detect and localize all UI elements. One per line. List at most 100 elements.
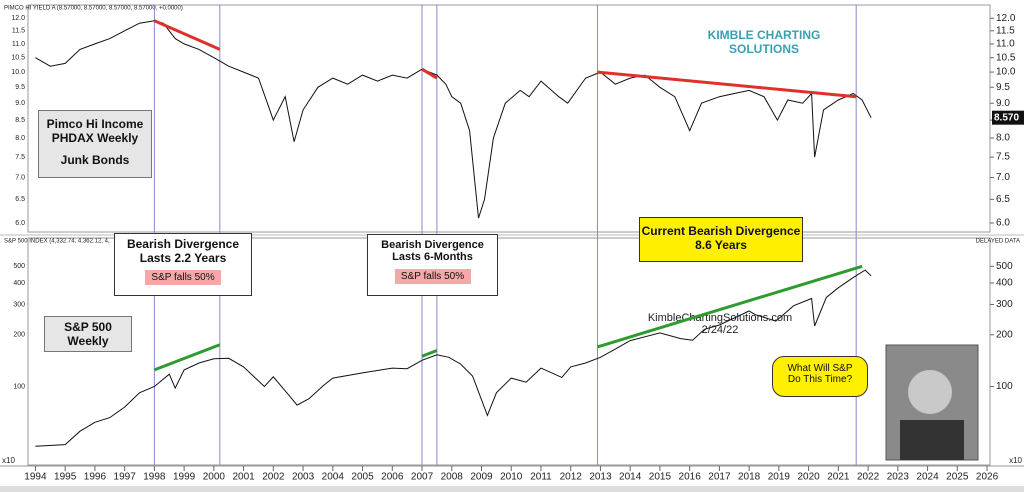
x-tick-label: 2016 — [679, 472, 702, 483]
y-tick-label: 10.0 — [996, 67, 1016, 78]
x-tick-label: 2004 — [322, 472, 345, 483]
x-tick-label: 2020 — [797, 472, 820, 483]
y-tick-label: 200 — [996, 329, 1013, 340]
y-tick-label: 7.0 — [996, 172, 1010, 183]
box-text: What Will S&P — [787, 363, 853, 374]
x-tick-label: 2010 — [500, 472, 523, 483]
trend-line — [597, 264, 863, 349]
scale-note: x10 — [2, 456, 15, 465]
x-tick-label: 2013 — [589, 472, 612, 483]
x-tick-label: 1996 — [84, 472, 107, 483]
y-tick-label: 10.5 — [996, 52, 1016, 63]
trend-line — [421, 67, 438, 80]
y-tick-label: 7.5 — [996, 152, 1010, 163]
y-tick-label: 11.5 — [12, 28, 25, 35]
box-text: Junk Bonds — [60, 153, 130, 167]
label-box: Pimco Hi Income PHDAX Weekly Junk Bonds — [38, 110, 152, 178]
watermark: 2/24/22 — [702, 324, 739, 336]
y-tick-label: 9.0 — [15, 100, 25, 107]
x-tick-label: 2007 — [411, 472, 434, 483]
box-text: Lasts 2.2 Years — [139, 251, 227, 265]
x-tick-label: 2014 — [619, 472, 642, 483]
y-tick-label: 8.0 — [996, 133, 1010, 144]
price-line — [35, 269, 872, 447]
y-tick-label: 9.5 — [996, 82, 1010, 93]
x-tick-label: 2012 — [560, 472, 583, 483]
y-tick-label: 6.0 — [15, 220, 25, 227]
badge: S&P falls 50% — [394, 269, 471, 284]
x-tick-label: 2022 — [857, 472, 880, 483]
x-tick-label: 1995 — [54, 472, 77, 483]
annotation-box: Bearish Divergence Lasts 2.2 Years S&P f… — [114, 233, 252, 296]
x-tick-label: 2001 — [232, 472, 255, 483]
y-tick-label: 12.0 — [11, 15, 25, 22]
x-tick-label: 1999 — [173, 472, 196, 483]
y-tick-label: 7.5 — [15, 154, 25, 161]
price-line — [35, 20, 872, 219]
y-tick-label: 6.5 — [996, 194, 1010, 205]
box-text: Bearish Divergence — [381, 239, 484, 251]
y-tick-label: 400 — [13, 280, 25, 287]
y-tick-label: 500 — [996, 261, 1013, 272]
badge: S&P falls 50% — [145, 270, 221, 285]
photo-face — [908, 370, 952, 414]
y-tick-label: 10.5 — [11, 55, 25, 62]
x-tick-label: 2005 — [351, 472, 374, 483]
logo-text: KIMBLE CHARTING — [707, 28, 821, 42]
x-tick-label: 2003 — [292, 472, 315, 483]
box-text: S&P 500 — [64, 320, 112, 334]
y-tick-label: 7.0 — [15, 174, 25, 181]
y-tick-label: 12.0 — [996, 13, 1016, 24]
x-tick-label: 1998 — [143, 472, 166, 483]
annotation-box: Current Bearish Divergence 8.6 Years — [639, 217, 803, 262]
header: S&P 500 INDEX (4,332.74, 4,362.12, 4, — [4, 239, 110, 245]
trend-line — [421, 349, 438, 358]
photo-body — [900, 420, 964, 460]
x-tick-label: 2019 — [768, 472, 791, 483]
box-text: Bearish Divergence — [126, 237, 240, 251]
x-tick-label: 2017 — [708, 472, 731, 483]
y-tick-label: 400 — [996, 278, 1013, 289]
scale-note: x10 — [1009, 456, 1022, 465]
label-box: S&P 500 Weekly — [44, 316, 132, 352]
y-tick-label: 9.5 — [15, 84, 25, 91]
x-tick-label: 2021 — [827, 472, 850, 483]
x-tick-label: 2002 — [262, 472, 285, 483]
y-tick-label: 8.0 — [15, 135, 25, 142]
y-tick-label: 8.5 — [15, 117, 25, 124]
y-tick-label: 100 — [996, 381, 1013, 392]
x-tick-label: 1997 — [114, 472, 137, 483]
x-tick-label: 2018 — [738, 472, 761, 483]
y-tick-label: 200 — [13, 332, 25, 339]
y-tick-label: 300 — [996, 299, 1013, 310]
y-tick-label: 500 — [13, 263, 25, 270]
x-tick-label: 2026 — [976, 472, 999, 483]
status: DELAYED DATA — [976, 239, 1020, 245]
x-tick-label: 2023 — [887, 472, 910, 483]
box-text: 8.6 Years — [695, 238, 747, 252]
x-tick-label: 2006 — [381, 472, 404, 483]
box-text: Pimco Hi Income — [46, 117, 144, 131]
logo: KIMBLE CHARTING SOLUTIONS — [692, 28, 836, 58]
x-tick-label: 2011 — [530, 472, 552, 483]
trend-line — [153, 343, 221, 372]
speech-bubble: What Will S&P Do This Time? — [772, 356, 868, 397]
top-panel-frame — [27, 4, 991, 233]
trend-line — [153, 19, 221, 51]
x-tick-label: 2015 — [649, 472, 672, 483]
box-text: Current Bearish Divergence — [641, 224, 801, 238]
watermark: KimbleChartingSolutions.com — [648, 312, 792, 324]
y-tick-label: 11.5 — [996, 25, 1015, 36]
logo-text: SOLUTIONS — [728, 42, 799, 56]
x-tick-label: 2000 — [203, 472, 226, 483]
x-tick-label: 2025 — [946, 472, 969, 483]
x-tick-label: 2008 — [441, 472, 464, 483]
x-tick-label: 1994 — [24, 472, 47, 483]
x-tick-label: 2024 — [916, 472, 939, 483]
last-value-box — [992, 110, 1024, 125]
y-tick-label: 9.0 — [996, 98, 1010, 109]
box-text: Weekly — [67, 334, 109, 348]
y-tick-label: 11.0 — [12, 41, 25, 48]
